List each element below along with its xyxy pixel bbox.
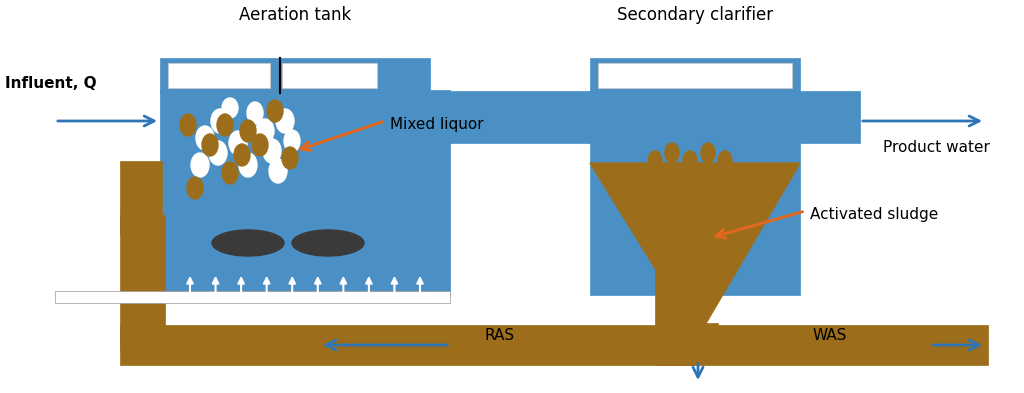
Ellipse shape — [247, 102, 263, 124]
Ellipse shape — [240, 120, 256, 142]
Bar — [718, 325, 988, 365]
Bar — [678, 323, 718, 365]
Ellipse shape — [683, 151, 697, 171]
Text: Mixed liquor: Mixed liquor — [390, 118, 483, 132]
Bar — [168, 63, 270, 88]
Ellipse shape — [234, 144, 250, 166]
Ellipse shape — [701, 143, 715, 163]
Bar — [55, 291, 450, 303]
Ellipse shape — [263, 139, 281, 163]
Ellipse shape — [648, 151, 662, 171]
Text: WAS: WAS — [813, 327, 847, 343]
Ellipse shape — [222, 162, 238, 184]
Bar — [120, 161, 162, 221]
Bar — [120, 219, 140, 235]
Ellipse shape — [209, 141, 227, 165]
Ellipse shape — [267, 100, 283, 122]
Text: Product water: Product water — [883, 141, 990, 156]
Ellipse shape — [282, 147, 298, 169]
Bar — [590, 58, 800, 93]
Text: Secondary clarifier: Secondary clarifier — [616, 6, 773, 24]
Ellipse shape — [256, 119, 274, 143]
Bar — [160, 90, 450, 295]
Polygon shape — [590, 163, 800, 325]
Bar — [655, 245, 695, 365]
Ellipse shape — [217, 114, 233, 136]
Bar — [590, 141, 800, 295]
Bar — [282, 63, 377, 88]
Ellipse shape — [187, 177, 203, 199]
Ellipse shape — [718, 151, 732, 171]
Bar — [450, 91, 860, 143]
Ellipse shape — [292, 230, 364, 256]
Ellipse shape — [656, 163, 668, 179]
Ellipse shape — [276, 109, 294, 133]
Ellipse shape — [284, 130, 300, 152]
Ellipse shape — [196, 126, 214, 150]
Ellipse shape — [665, 143, 679, 163]
Ellipse shape — [212, 230, 284, 256]
Ellipse shape — [239, 153, 257, 177]
Ellipse shape — [229, 131, 247, 155]
Bar — [598, 63, 792, 88]
Text: Influent, Q: Influent, Q — [5, 75, 96, 90]
Bar — [120, 325, 678, 365]
Ellipse shape — [269, 159, 287, 183]
Ellipse shape — [252, 134, 268, 156]
Text: Activated sludge: Activated sludge — [810, 208, 938, 222]
Ellipse shape — [222, 98, 238, 118]
Text: RAS: RAS — [485, 327, 515, 343]
Bar — [120, 215, 165, 350]
Bar — [160, 58, 430, 93]
Ellipse shape — [211, 109, 229, 133]
Ellipse shape — [191, 153, 209, 177]
Ellipse shape — [180, 114, 196, 136]
Ellipse shape — [202, 134, 218, 156]
Text: Aeration tank: Aeration tank — [239, 6, 351, 24]
